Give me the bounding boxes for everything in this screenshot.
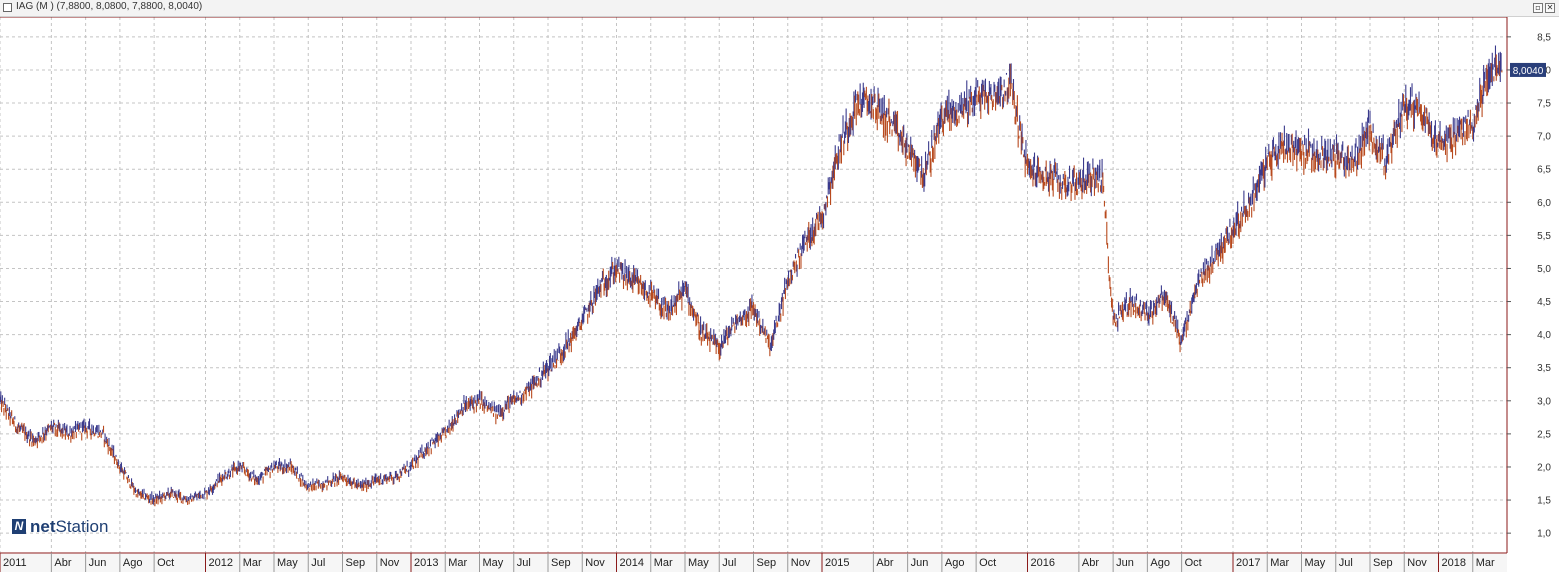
x-tick-label: Jul bbox=[311, 557, 325, 569]
y-tick-label: 6,0 bbox=[1537, 198, 1551, 209]
close-icon[interactable]: ✕ bbox=[1545, 3, 1555, 13]
y-tick-label: 2,5 bbox=[1537, 429, 1551, 440]
x-tick-label: Mar bbox=[1270, 557, 1289, 569]
x-tick-label: Sep bbox=[757, 557, 777, 569]
x-tick-label: Sep bbox=[346, 557, 366, 569]
x-tick-label: 2017 bbox=[1236, 557, 1260, 569]
last-value-label: 8,0040 bbox=[1513, 66, 1544, 77]
last-value-badge-bg bbox=[1510, 62, 1546, 77]
y-tick-label: 6,5 bbox=[1537, 165, 1551, 176]
x-tick-label: Jul bbox=[517, 557, 531, 569]
x-tick-label: Ago bbox=[1150, 557, 1170, 569]
y-tick-label: 7,5 bbox=[1537, 99, 1551, 110]
x-tick-label: Nov bbox=[380, 557, 400, 569]
window-title: IAG (M ) (7,8800, 8,0800, 7,8800, 8,0040… bbox=[16, 1, 203, 12]
x-tick-label: May bbox=[1305, 557, 1326, 569]
netstation-logo-mark-icon: N bbox=[12, 519, 26, 534]
x-tick-label: Jun bbox=[911, 557, 929, 569]
x-tick-label: Mar bbox=[654, 557, 673, 569]
y-tick-label: 5,5 bbox=[1537, 231, 1551, 242]
x-axis: 2011 Abr Jun Ago Oct 2012 Mar May Jul Sep Nov 2013 M… bbox=[0, 553, 1495, 572]
logo-net-text: net bbox=[30, 517, 56, 536]
x-tick-label: Abr bbox=[876, 557, 893, 569]
x-tick-label: 2015 bbox=[825, 557, 849, 569]
last-value-badge: 8,0040 bbox=[1510, 62, 1546, 77]
x-tick-label: May bbox=[483, 557, 504, 569]
x-tick-label: Jul bbox=[722, 557, 736, 569]
y-tick-label: 2,0 bbox=[1537, 462, 1551, 473]
x-tick-label: Mar bbox=[243, 557, 262, 569]
x-tick-label: Jun bbox=[1116, 557, 1134, 569]
x-tick-label: Oct bbox=[157, 557, 174, 569]
y-tick-label: 5,0 bbox=[1537, 264, 1551, 275]
y-tick-label: 3,5 bbox=[1537, 363, 1551, 374]
y-axis: 1,0 1,5 2,0 2,5 3,0 3,5 4,0 4,5 5,0 5,5 6,0 6,5 7,0 7… bbox=[1507, 32, 1551, 540]
window-icon bbox=[3, 3, 12, 12]
logo-station-text: Station bbox=[55, 517, 109, 536]
x-tick-label: Ago bbox=[123, 557, 143, 569]
x-tick-label: Abr bbox=[54, 557, 71, 569]
x-tick-label: 2016 bbox=[1031, 557, 1055, 569]
x-tick-label: May bbox=[688, 557, 709, 569]
y-tick-label: 3,0 bbox=[1537, 396, 1551, 407]
x-tick-label: May bbox=[277, 557, 298, 569]
x-tick-label: 2013 bbox=[414, 557, 438, 569]
x-tick-label: Oct bbox=[979, 557, 996, 569]
price-series bbox=[0, 45, 1503, 507]
y-tick-label: 4,0 bbox=[1537, 330, 1551, 341]
x-tick-label: Oct bbox=[1185, 557, 1202, 569]
x-tick-label: 2014 bbox=[620, 557, 644, 569]
window-titlebar[interactable]: IAG (M ) (7,8800, 8,0800, 7,8800, 8,0040… bbox=[0, 0, 1559, 17]
y-tick-label: 4,5 bbox=[1537, 297, 1551, 308]
x-tick-label: Jul bbox=[1339, 557, 1353, 569]
x-tick-label: 2018 bbox=[1442, 557, 1466, 569]
x-tick-label: Sep bbox=[551, 557, 571, 569]
x-tick-label: Nov bbox=[791, 557, 811, 569]
x-tick-label: Mar bbox=[448, 557, 467, 569]
x-tick-label: Nov bbox=[1407, 557, 1427, 569]
x-tick-label: 2011 bbox=[3, 557, 27, 569]
y-tick-label: 1,5 bbox=[1537, 496, 1551, 507]
x-tick-label: 2012 bbox=[209, 557, 233, 569]
x-tick-label: Nov bbox=[585, 557, 605, 569]
y-tick-label: 1,0 bbox=[1537, 529, 1551, 540]
x-tick-label: Abr bbox=[1082, 557, 1099, 569]
y-tick-label: 7,0 bbox=[1537, 132, 1551, 143]
minimize-icon[interactable]: ▫ bbox=[1533, 3, 1543, 13]
x-tick-label: Ago bbox=[945, 557, 965, 569]
x-tick-label: Mar bbox=[1476, 557, 1495, 569]
x-tick-label: Jun bbox=[89, 557, 107, 569]
y-tick-label: 8,5 bbox=[1537, 32, 1551, 43]
x-tick-label: Sep bbox=[1373, 557, 1393, 569]
